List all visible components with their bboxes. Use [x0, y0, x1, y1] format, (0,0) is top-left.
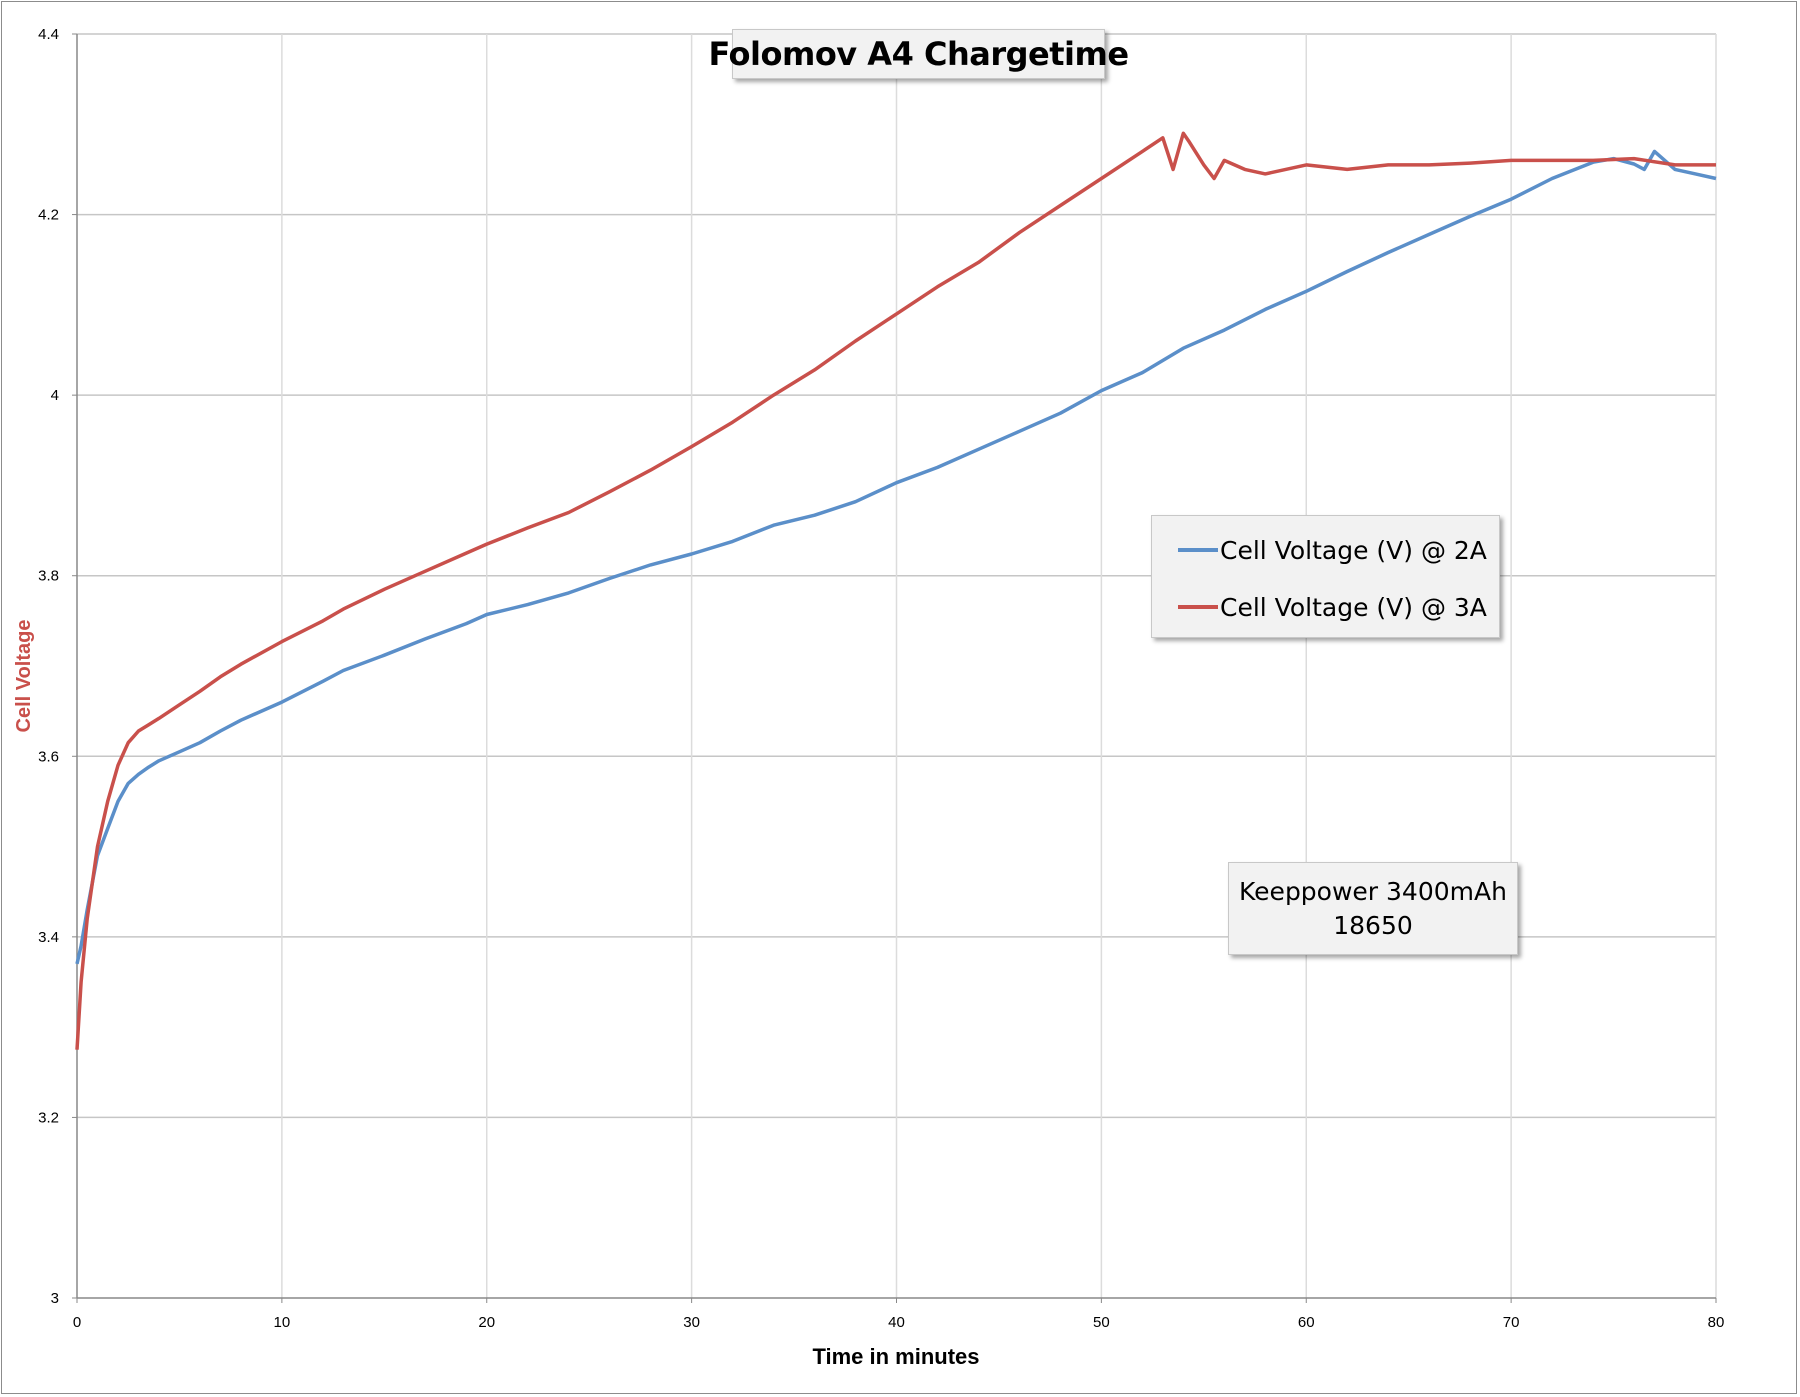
y-tick-label: 3.4: [38, 929, 59, 946]
x-tick-label: 70: [1503, 1314, 1520, 1331]
x-tick-label: 40: [888, 1314, 905, 1331]
legend-label-2a: Cell Voltage (V) @ 2A: [1220, 535, 1487, 565]
annotation-line-1: Keeppower 3400mAh: [1239, 876, 1507, 906]
legend-item-3a: Cell Voltage (V) @ 3A: [1178, 592, 1487, 622]
series-line-2a: [75, 149, 1717, 965]
y-tick-label: 4: [51, 387, 59, 404]
annotation-line-2: 18650: [1333, 910, 1413, 940]
chart-title-box: Folomov A4 Chargetime: [708, 29, 1129, 79]
x-tick-label: 0: [73, 1314, 81, 1331]
x-tick-label: 50: [1093, 1314, 1110, 1331]
legend: Cell Voltage (V) @ 2A Cell Voltage (V) @…: [1151, 515, 1500, 638]
legend-swatch-2a: [1178, 548, 1218, 552]
x-tick-label: 30: [683, 1314, 700, 1331]
y-tick-label: 3.2: [38, 1109, 59, 1126]
y-tick-label: 4.4: [38, 26, 59, 43]
legend-item-2a: Cell Voltage (V) @ 2A: [1178, 535, 1487, 565]
y-tick-label: 3.6: [38, 748, 59, 765]
x-tick-label: 20: [478, 1314, 495, 1331]
x-axis-label: Time in minutes: [812, 1344, 979, 1369]
y-axis-label: Cell Voltage: [13, 620, 35, 733]
x-tick-label: 80: [1708, 1314, 1725, 1331]
y-tick-label: 3.8: [38, 568, 59, 585]
y-tick-label: 3: [51, 1290, 59, 1307]
legend-swatch-3a: [1178, 605, 1218, 609]
x-tick-label: 60: [1298, 1314, 1315, 1331]
chart-title: Folomov A4 Chargetime: [708, 35, 1129, 73]
annotation-box: Keeppower 3400mAh 18650: [1228, 862, 1518, 955]
y-tick-label: 4.2: [38, 207, 59, 224]
x-tick-label: 10: [274, 1314, 291, 1331]
legend-label-3a: Cell Voltage (V) @ 3A: [1220, 592, 1487, 622]
series-line-3a: [75, 131, 1716, 1050]
